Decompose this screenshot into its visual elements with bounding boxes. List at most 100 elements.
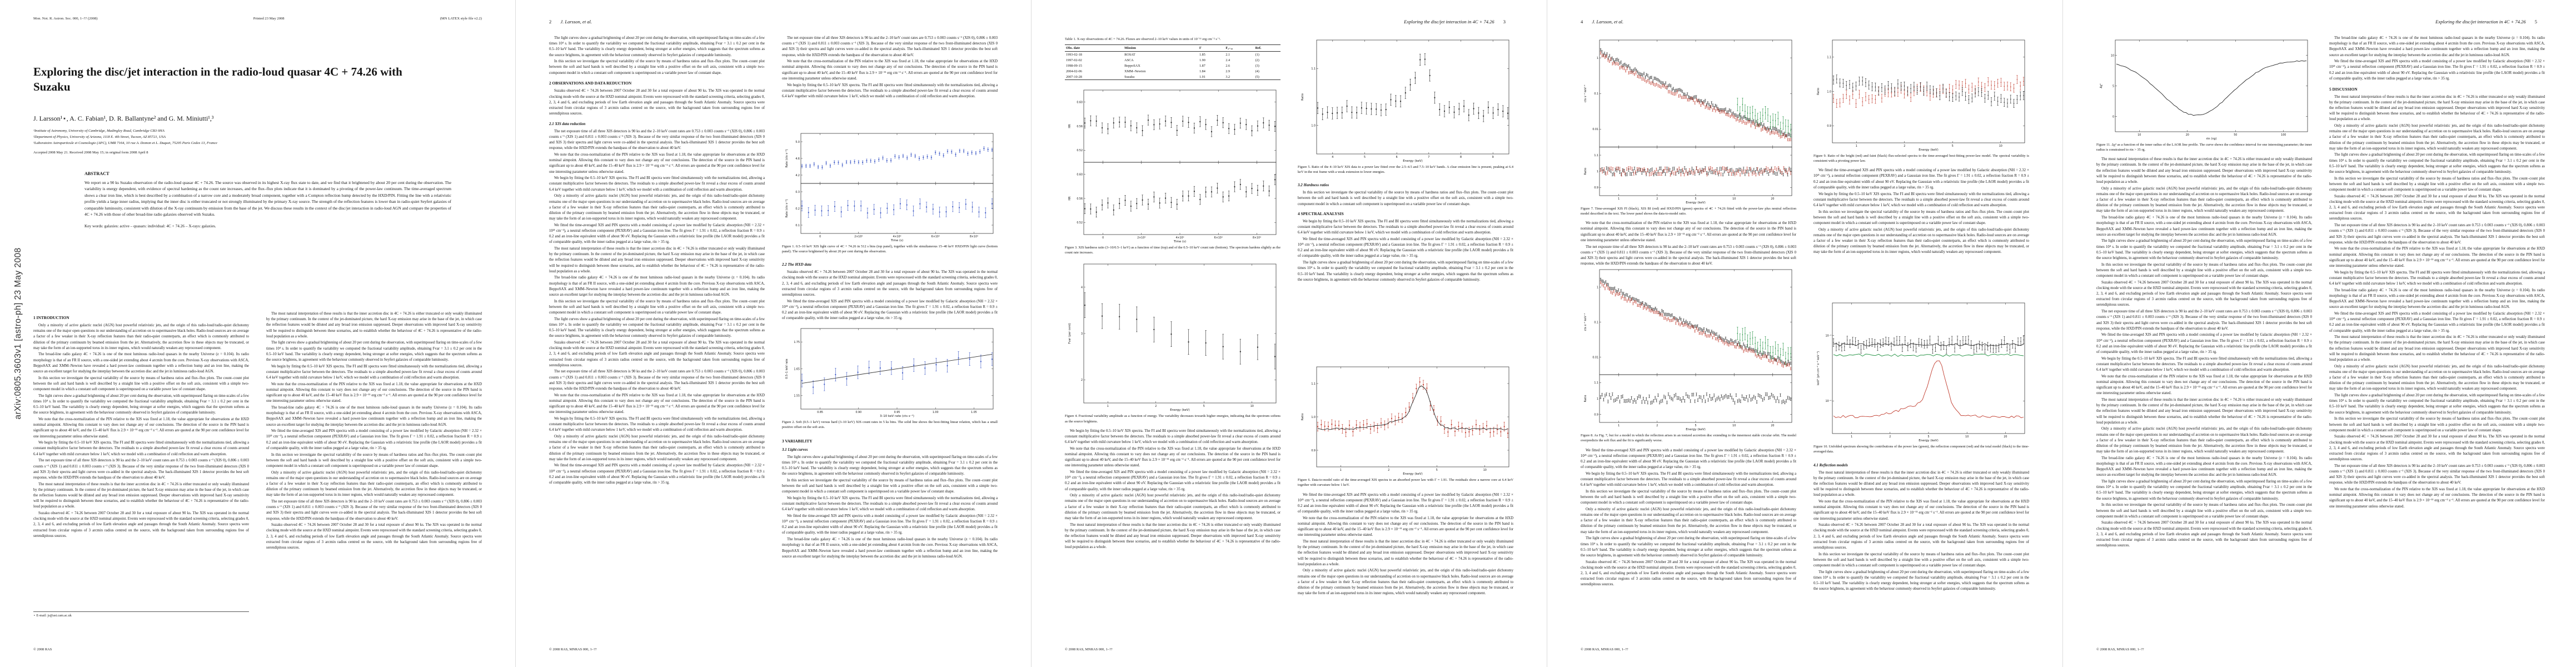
svg-text:HR: HR [1068, 124, 1072, 128]
affiliation-3: ³Laboratoire Astroparticule et Cosmologi… [33, 141, 217, 145]
running-head: Exploring the disc/jet interaction in 4C… [2435, 19, 2545, 24]
svg-text:Ratio: Ratio [1301, 93, 1304, 101]
svg-text:Energy (keV): Energy (keV) [1686, 201, 1705, 205]
svg-text:1.0: 1.0 [1311, 125, 1316, 128]
table-header-cell: Ref. [1254, 44, 1280, 52]
body-paragraph: The net exposure time of all three XIS d… [33, 459, 249, 480]
body-paragraph: We note that the cross-normalization of … [549, 153, 765, 174]
svg-text:0.5–1 keV rate: 0.5–1 keV rate [785, 359, 789, 379]
table-row: 1997-02-02 ASCA 1.90 2.4 (2) [1065, 57, 1280, 63]
figure-7: 1 0.1 0.01 cts s⁻¹ keV⁻¹ 1 2 5 10 20 1.1 1 0.9 Ratio… [1581, 38, 1796, 216]
body-paragraph: We fitted the time-averaged XIS and PIN … [782, 299, 998, 321]
svg-text:6: 6 [1396, 156, 1398, 159]
svg-text:0.01: 0.01 [1592, 128, 1598, 131]
table-cell: 2.6 [1225, 63, 1230, 68]
keywords-line: Key words: galaxies: active – quasars: i… [84, 223, 216, 228]
figure-5: 4 5 6 7 8 9 1.1 1.0 Ratio Energy (keV) Figure 5. … [1298, 38, 1513, 175]
affiliation-2: ²Department of Physics, University of Ar… [33, 135, 166, 139]
body-paragraph: We note that the cross-normalization of … [266, 382, 482, 404]
figure-2: 0.85 0.90 0.95 1.00 1.05 1.75 1.65 1.55 0.5–1 ke… [782, 326, 998, 430]
body-paragraph: The net exposure time of all three XIS d… [549, 370, 765, 391]
body-paragraph: The most natural interpretation of these… [266, 312, 482, 339]
affiliation-1: ¹Institute of Astronomy, University of C… [33, 129, 165, 133]
email-footnote: ⋆ E-mail: js@ast.cam.ac.uk [33, 611, 249, 618]
body-paragraph: Suzaku observed 4C + 74.26 between 2007 … [2329, 194, 2545, 221]
svg-text:6×10⁴: 6×10⁴ [931, 235, 940, 238]
figure-3: 0.60 0.56 0.52 HR 0 2×10⁴ 4×10⁴ 6×10⁴ 8×10⁴ 0.60 0… [1065, 88, 1280, 255]
body-paragraph: Only a minority of active galactic nucle… [1581, 507, 1796, 534]
svg-text:6×10⁴: 6×10⁴ [1214, 236, 1223, 240]
column-left: The light curves show a gradual brighten… [549, 36, 765, 626]
table-cell: 2004-02-06 [1066, 69, 1082, 73]
section-heading: 3.1 Light curves [782, 447, 808, 452]
figure-7-plot: 1 0.1 0.01 cts s⁻¹ keV⁻¹ 1 2 5 10 20 1.1 1 0.9 Ratio… [1581, 38, 1796, 205]
body-paragraph: In this section we investigate the spect… [33, 376, 249, 392]
page-number: 3 [1503, 19, 1506, 24]
svg-text:4: 4 [1332, 156, 1333, 159]
svg-text:HR: HR [1068, 196, 1072, 201]
body-paragraph: Only a minority of active galactic nucle… [1813, 227, 2029, 255]
body-paragraph: In this section we investigate the spect… [2096, 262, 2312, 278]
table-row: 2004-02-06 XMM–Newton 1.84 2.9 (4) [1065, 68, 1280, 74]
body-paragraph: The light curves show a gradual brighten… [1298, 261, 1513, 282]
figure-3-caption: Figure 3. XIS hardness ratio (3–10/0.5–1… [1065, 246, 1280, 255]
body-paragraph: The most natural interpretation of these… [1813, 470, 2029, 497]
page-footer: © 2008 RAS, MNRAS 000, 1–?? [1065, 648, 1113, 651]
svg-text:10: 10 [1732, 197, 1736, 201]
body-paragraph: We note that the cross-normalization of … [33, 417, 249, 439]
body-paragraph: The broad-line radio galaxy 4C + 74.26 i… [2329, 288, 2545, 310]
table-cell: 2.9 [1225, 69, 1230, 73]
svg-text:3: 3 [1081, 332, 1083, 336]
body-paragraph: The most natural interpretation of these… [2096, 157, 2312, 184]
body-paragraph: We fitted the time-averaged XIS and PIN … [1298, 492, 1513, 514]
body-paragraph: Suzaku observed 4C + 74.26 between 2007 … [2096, 521, 2312, 548]
dates-line: Accepted 2008 May 21. Received 2008 May … [33, 151, 148, 155]
body-paragraph: We note that the cross-normalization of … [1581, 221, 1796, 242]
svg-text:0.52: 0.52 [1077, 149, 1083, 152]
body-paragraph: The broad-line radio galaxy 4C + 74.26 i… [549, 276, 765, 297]
body-paragraph: The most natural interpretation of these… [2329, 335, 2545, 362]
figure-1-caption: Figure 1. 0.5–10 keV XIS light curve of … [782, 245, 998, 254]
page-2: 2 J. Larsson, et al. The light curves sh… [515, 0, 1031, 667]
svg-text:Energy (keV): Energy (keV) [1403, 472, 1422, 476]
table-row: 2007-10-28 Suzaku 1.91 3.2 (5) [1065, 74, 1280, 81]
svg-text:cts s⁻¹ keV⁻¹: cts s⁻¹ keV⁻¹ [1584, 313, 1587, 331]
body-paragraph: The net exposure time of all three XIS d… [266, 500, 482, 521]
text-block: 2.2 The HXD data Suzaku observed 4C + 74.… [782, 258, 998, 324]
svg-text:5: 5 [1695, 197, 1696, 201]
body-paragraph: In this section we investigate the spect… [1813, 552, 2029, 568]
body-paragraph: Only a minority of active galactic nucle… [2096, 427, 2312, 454]
body-paragraph: We fitted the time-averaged XIS and PIN … [2329, 311, 2545, 333]
abstract-heading: ABSTRACT [84, 171, 109, 176]
svg-text:10: 10 [1250, 405, 1254, 408]
body-paragraph: Suzaku observed 4C + 74.26 between 2007 … [1581, 560, 1796, 587]
page-footer: © 2008 RAS [33, 648, 52, 651]
svg-text:3–10 keV rate (cts s⁻¹): 3–10 keV rate (cts s⁻¹) [880, 414, 914, 418]
table-cell: 2.4 [1225, 58, 1230, 62]
svg-text:1.1: 1.1 [1594, 154, 1598, 157]
body-paragraph: In this section we investigate the spect… [2329, 417, 2545, 432]
body-paragraph: Only a minority of active galactic nucle… [2329, 364, 2545, 391]
observations-table: Obs. date Mission Γ F₂₋₁₀ Ref. 1993-02-18 ROSA… [1065, 44, 1280, 81]
body-paragraph: We fitted the time-averaged XIS and PIN … [1298, 237, 1513, 258]
body-paragraph: Only a minority of active galactic nucle… [1065, 494, 1280, 520]
text-block: We fitted the time-averaged XIS and PIN … [1581, 448, 1796, 626]
svg-text:9: 9 [1492, 156, 1494, 159]
body-paragraph: The light curves show a gradual brighten… [33, 394, 249, 415]
arxiv-stamp: arXiv:0805.3603v1 [astro-ph] 23 May 2008 [13, 247, 23, 420]
body-paragraph: Only a minority of active galactic nucle… [266, 470, 482, 497]
figure-9-plot: 1 2 5 10 1.1 1.0 0.9 Ratio Energy (keV) [1813, 38, 2029, 152]
svg-text:8×10⁴: 8×10⁴ [1253, 236, 1261, 240]
body-paragraph: The light curves show a gradual brighten… [549, 36, 765, 57]
svg-text:Energy (keV): Energy (keV) [1170, 409, 1189, 412]
body-paragraph: We fitted the time-averaged XIS and PIN … [2096, 333, 2312, 354]
paper-title: Exploring the disc/jet interaction in th… [33, 65, 402, 93]
body-paragraph: The most natural interpretation of these… [33, 482, 249, 509]
body-paragraph: We note that the cross-normalization of … [1298, 516, 1513, 537]
section-heading: 3 VARIABILITY [782, 438, 813, 444]
body-paragraph: We note that the cross-normalization of … [1813, 499, 2029, 521]
svg-text:2: 2 [1656, 197, 1658, 201]
table-cell: 1.91 [1198, 74, 1225, 81]
figure-5-caption: Figure 5. Ratio of the 4–10 keV XIS data… [1298, 165, 1513, 175]
